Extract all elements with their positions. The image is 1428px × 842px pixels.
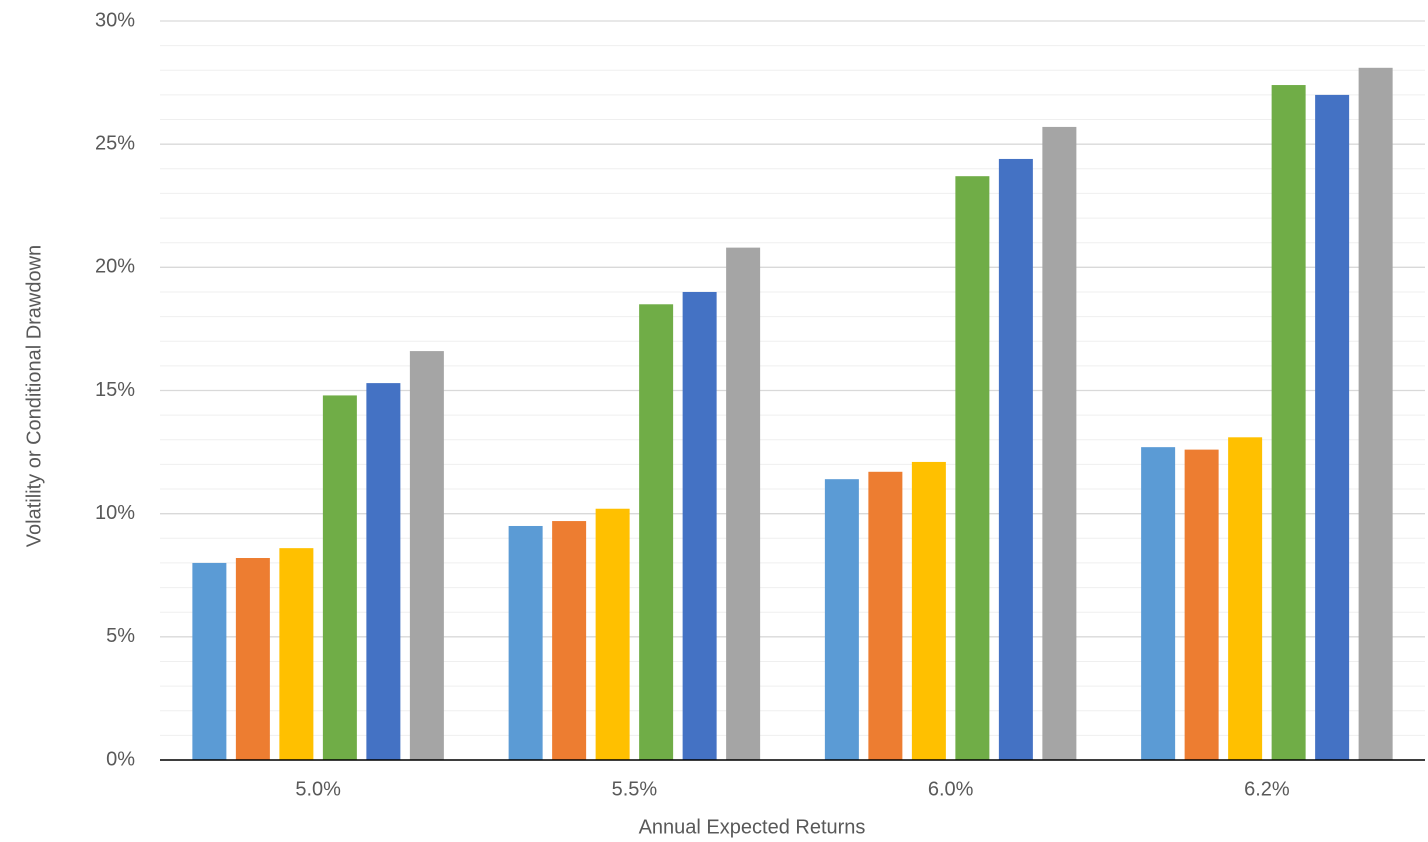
bar <box>235 558 270 760</box>
bar <box>998 158 1033 761</box>
x-axis-label: Annual Expected Returns <box>639 816 866 838</box>
bar <box>508 525 543 760</box>
bar <box>279 548 314 760</box>
x-tick-label: 5.5% <box>612 778 658 800</box>
bar <box>726 247 761 761</box>
bar <box>322 395 357 760</box>
bar <box>409 351 444 760</box>
bar <box>1315 94 1350 760</box>
y-tick-label: 5% <box>106 625 135 647</box>
bar <box>1271 85 1306 760</box>
bar <box>1184 449 1219 760</box>
bar <box>955 176 990 760</box>
bar <box>1358 67 1393 760</box>
bar <box>639 304 674 760</box>
y-tick-label: 25% <box>95 132 135 154</box>
bar <box>1228 437 1263 760</box>
bar <box>868 471 903 760</box>
bar <box>366 383 401 760</box>
bar <box>192 562 227 760</box>
y-tick-label: 30% <box>95 9 135 31</box>
x-tick-label: 5.0% <box>295 778 341 800</box>
bar <box>682 291 717 760</box>
x-tick-label: 6.0% <box>928 778 974 800</box>
bar <box>911 461 946 760</box>
bar <box>1042 126 1077 760</box>
bar <box>824 479 859 760</box>
y-tick-label: 20% <box>95 256 135 278</box>
y-tick-label: 15% <box>95 379 135 401</box>
y-tick-label: 10% <box>95 502 135 524</box>
y-tick-label: 0% <box>106 748 135 770</box>
bar <box>552 521 587 760</box>
x-tick-label: 6.2% <box>1244 778 1290 800</box>
y-axis-label: Volatility or Conditional Drawdown <box>23 245 45 547</box>
bar <box>595 508 630 760</box>
bar <box>1141 447 1176 760</box>
